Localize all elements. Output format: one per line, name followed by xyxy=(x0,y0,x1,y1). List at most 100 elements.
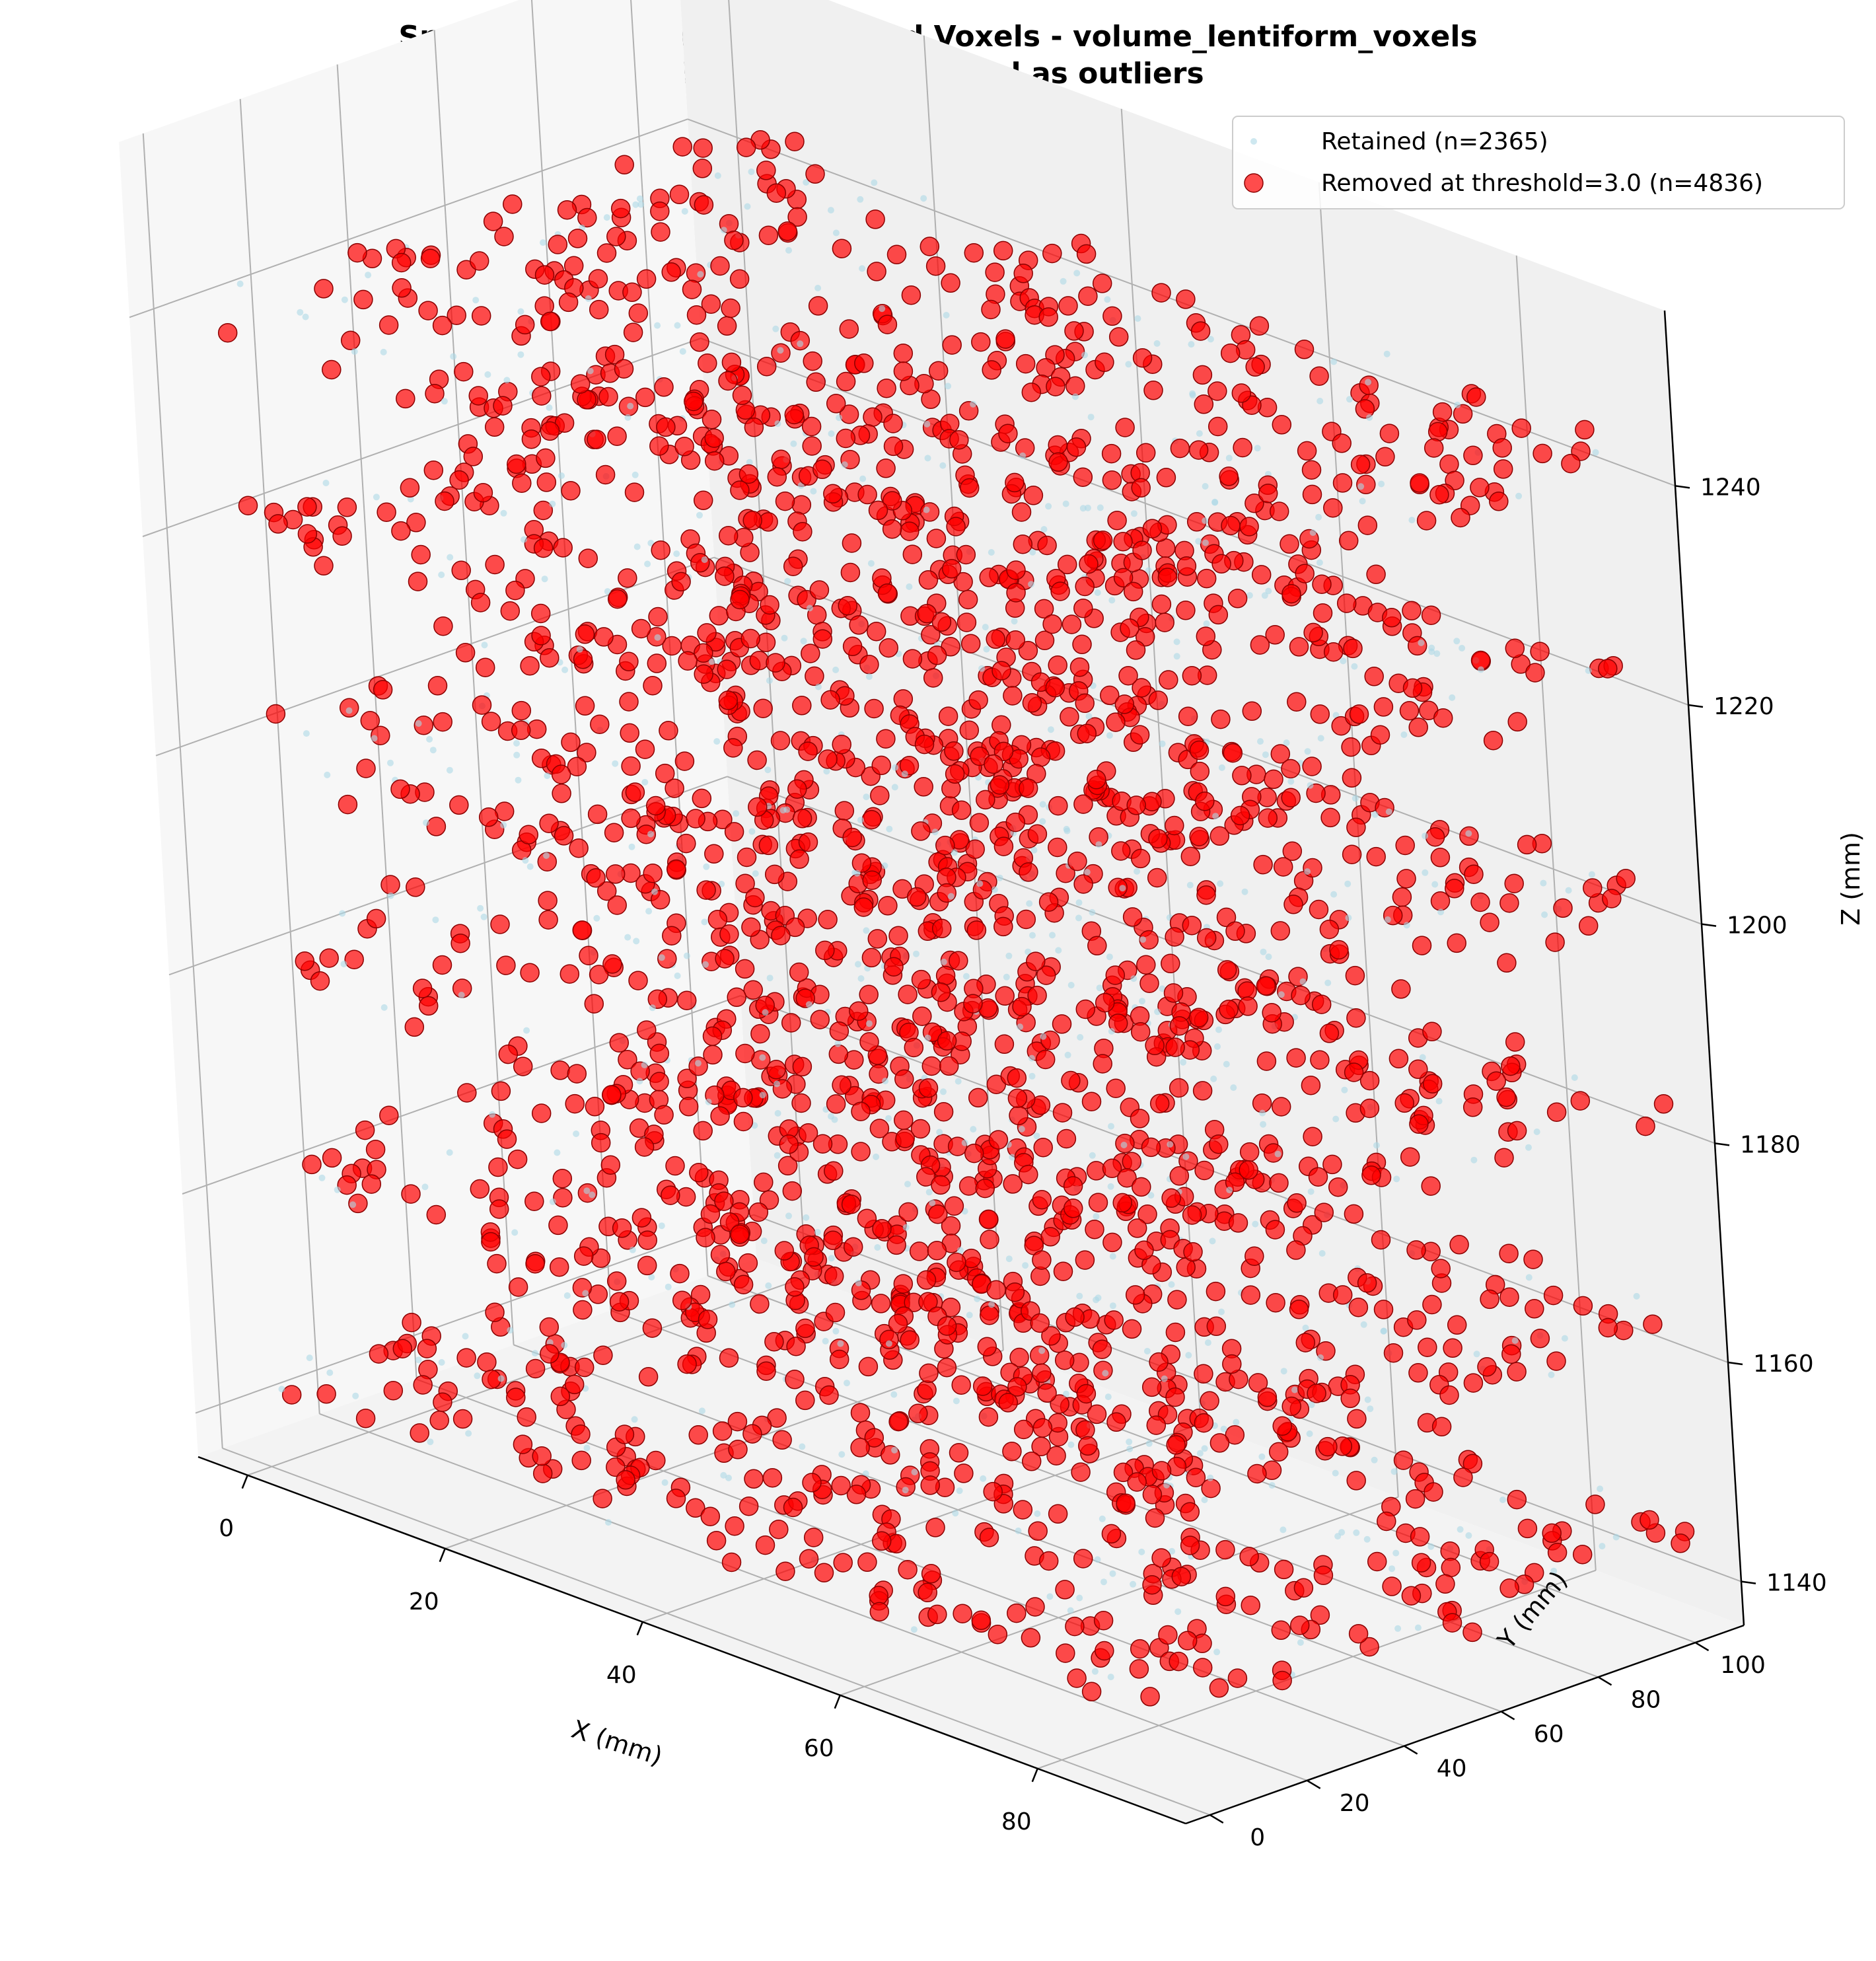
point-removed xyxy=(1359,1070,1380,1091)
point-removed xyxy=(758,835,779,856)
point-removed xyxy=(1055,1580,1075,1600)
point-removed xyxy=(1269,1173,1289,1193)
point-removed xyxy=(1336,593,1357,613)
point-retained xyxy=(324,771,331,778)
point-removed xyxy=(1105,965,1126,985)
grid-line-y xyxy=(630,0,709,1276)
point-retained xyxy=(991,886,998,893)
point-retained xyxy=(901,770,908,778)
point-retained xyxy=(978,665,986,672)
point-removed xyxy=(798,832,818,852)
legend-label-retained: Retained (n=2365) xyxy=(1321,128,1548,155)
point-retained xyxy=(1371,1456,1378,1463)
point-retained xyxy=(1419,1054,1426,1061)
point-removed xyxy=(1093,1054,1112,1074)
point-retained xyxy=(1218,1308,1225,1315)
point-removed xyxy=(931,612,952,632)
legend-box xyxy=(1232,116,1845,209)
point-removed xyxy=(574,1357,595,1378)
point-removed xyxy=(1019,862,1038,882)
point-removed xyxy=(1125,1285,1145,1305)
legend[interactable]: Retained (n=2365) Removed at threshold=3… xyxy=(1232,116,1845,209)
point-removed xyxy=(861,809,882,830)
point-retained xyxy=(1383,350,1390,357)
point-removed xyxy=(1073,598,1093,618)
point-retained xyxy=(783,806,791,813)
point-removed xyxy=(704,428,724,448)
point-retained xyxy=(513,740,520,747)
point-retained xyxy=(836,414,843,422)
point-removed xyxy=(1048,435,1067,455)
point-removed xyxy=(1258,808,1278,828)
point-removed xyxy=(1085,1219,1104,1240)
point-removed xyxy=(1225,921,1245,942)
point-removed xyxy=(1062,614,1082,634)
point-retained xyxy=(729,1301,736,1308)
point-removed xyxy=(1064,321,1084,341)
point-removed xyxy=(365,1139,386,1160)
point-removed xyxy=(1421,605,1441,625)
point-removed xyxy=(818,749,838,769)
point-removed xyxy=(1341,737,1361,757)
point-removed xyxy=(986,1280,1006,1300)
point-removed xyxy=(1131,478,1151,498)
point-removed xyxy=(710,1245,731,1265)
point-retained xyxy=(1201,1497,1208,1504)
point-removed xyxy=(946,517,966,536)
point-removed xyxy=(618,1049,637,1070)
point-removed xyxy=(851,1142,871,1162)
point-retained xyxy=(1433,650,1441,657)
point-removed xyxy=(451,933,470,953)
point-removed xyxy=(1156,468,1176,488)
point-retained xyxy=(1363,1536,1371,1543)
point-removed xyxy=(1422,1074,1443,1093)
point-removed xyxy=(1087,1404,1107,1424)
point-removed xyxy=(494,227,514,246)
point-retained xyxy=(583,1444,591,1452)
point-retained xyxy=(988,1301,995,1308)
point-removed xyxy=(1396,869,1416,889)
point-removed xyxy=(297,524,318,544)
point-removed xyxy=(1194,394,1214,414)
point-removed xyxy=(846,1485,867,1504)
point-removed xyxy=(716,1261,736,1282)
x-tick-label: 80 xyxy=(1001,1808,1032,1835)
point-removed xyxy=(1169,1016,1190,1036)
point-removed xyxy=(493,396,513,416)
point-retained xyxy=(891,784,898,791)
point-retained xyxy=(1384,916,1391,923)
point-retained xyxy=(774,1080,781,1088)
point-retained xyxy=(349,1201,357,1208)
grid-line-y xyxy=(239,98,320,1414)
point-retained xyxy=(1360,1321,1367,1328)
point-removed xyxy=(1075,1420,1095,1440)
point-retained xyxy=(814,285,822,291)
point-retained xyxy=(1109,1302,1116,1310)
point-removed xyxy=(548,235,568,254)
point-retained xyxy=(857,196,864,203)
point-removed xyxy=(1141,1137,1161,1158)
point-removed xyxy=(1319,919,1340,940)
point-removed xyxy=(1295,1333,1316,1352)
point-removed xyxy=(1504,873,1524,893)
point-removed xyxy=(672,137,692,157)
point-retained xyxy=(351,348,358,355)
point-removed xyxy=(1165,927,1184,947)
point-removed xyxy=(451,560,471,581)
point-removed xyxy=(1407,1310,1427,1330)
point-removed xyxy=(356,758,376,778)
point-removed xyxy=(744,1469,764,1489)
point-retained xyxy=(1346,396,1353,403)
point-removed xyxy=(648,607,668,627)
point-removed xyxy=(561,732,581,753)
point-retained xyxy=(1130,510,1137,517)
grid-line-y xyxy=(319,1413,1308,1781)
point-removed xyxy=(900,1330,920,1350)
point-retained xyxy=(489,1111,496,1118)
point-removed xyxy=(1489,492,1509,511)
point-removed xyxy=(958,589,978,610)
point-retained xyxy=(1241,888,1248,895)
point-retained xyxy=(673,550,680,558)
point-removed xyxy=(402,1312,421,1333)
point-removed xyxy=(1431,1259,1451,1278)
